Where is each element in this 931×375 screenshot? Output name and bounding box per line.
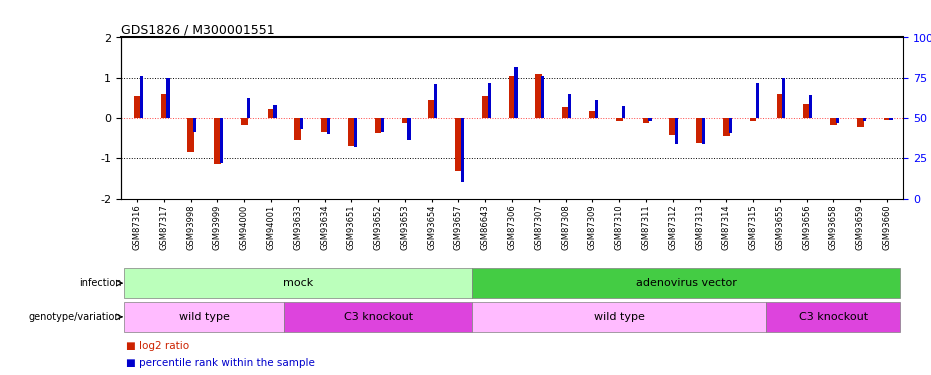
- Bar: [482, 96, 489, 118]
- Text: ■ percentile rank within the sample: ■ percentile rank within the sample: [126, 358, 315, 368]
- Bar: [675, 118, 679, 144]
- Bar: [241, 118, 248, 125]
- Bar: [863, 118, 866, 122]
- Bar: [268, 109, 275, 118]
- Bar: [723, 118, 730, 136]
- Bar: [321, 118, 328, 132]
- Bar: [884, 118, 890, 120]
- Text: GDS1826 / M300001551: GDS1826 / M300001551: [121, 23, 275, 36]
- Text: genotype/variation: genotype/variation: [29, 312, 122, 322]
- Bar: [294, 118, 301, 140]
- Bar: [140, 76, 142, 118]
- Bar: [809, 95, 812, 118]
- Bar: [455, 118, 462, 171]
- Bar: [472, 302, 766, 332]
- Bar: [434, 84, 438, 118]
- Bar: [622, 106, 625, 118]
- Bar: [729, 118, 732, 134]
- Bar: [124, 302, 284, 332]
- Bar: [615, 118, 623, 122]
- Bar: [461, 118, 465, 182]
- Bar: [187, 118, 194, 152]
- Text: wild type: wild type: [179, 312, 230, 322]
- Bar: [515, 66, 518, 118]
- Bar: [274, 105, 277, 118]
- Bar: [472, 268, 900, 298]
- Bar: [836, 118, 839, 123]
- Bar: [696, 118, 703, 143]
- Bar: [776, 94, 783, 118]
- Bar: [782, 78, 786, 118]
- Bar: [284, 302, 472, 332]
- Bar: [702, 118, 705, 144]
- Bar: [220, 118, 223, 163]
- Bar: [167, 78, 169, 118]
- Bar: [749, 118, 756, 122]
- Bar: [327, 118, 331, 134]
- Bar: [755, 82, 759, 118]
- Bar: [428, 100, 435, 118]
- Bar: [803, 104, 810, 118]
- Text: adenovirus vector: adenovirus vector: [636, 278, 736, 288]
- Bar: [830, 118, 837, 125]
- Bar: [669, 118, 676, 135]
- Bar: [375, 118, 382, 134]
- Text: infection: infection: [79, 278, 122, 288]
- Bar: [568, 94, 572, 118]
- Text: ■ log2 ratio: ■ log2 ratio: [126, 341, 189, 351]
- Bar: [348, 118, 355, 146]
- Bar: [642, 118, 649, 123]
- Bar: [648, 118, 652, 122]
- Bar: [857, 118, 864, 127]
- Bar: [300, 118, 304, 129]
- Text: C3 knockout: C3 knockout: [344, 312, 412, 322]
- Bar: [134, 96, 141, 118]
- Bar: [508, 76, 516, 118]
- Bar: [193, 118, 196, 132]
- Bar: [562, 107, 569, 118]
- Bar: [541, 76, 545, 118]
- Bar: [401, 118, 409, 123]
- Text: mock: mock: [283, 278, 313, 288]
- Bar: [595, 100, 598, 118]
- Text: C3 knockout: C3 knockout: [799, 312, 868, 322]
- Bar: [589, 111, 596, 118]
- Text: wild type: wild type: [594, 312, 644, 322]
- Bar: [408, 118, 411, 140]
- Bar: [214, 118, 221, 165]
- Bar: [766, 302, 900, 332]
- Bar: [160, 94, 168, 118]
- Bar: [488, 82, 491, 118]
- Bar: [354, 118, 357, 147]
- Bar: [247, 98, 250, 118]
- Bar: [124, 268, 472, 298]
- Bar: [535, 74, 542, 118]
- Bar: [381, 118, 384, 132]
- Bar: [889, 118, 893, 120]
